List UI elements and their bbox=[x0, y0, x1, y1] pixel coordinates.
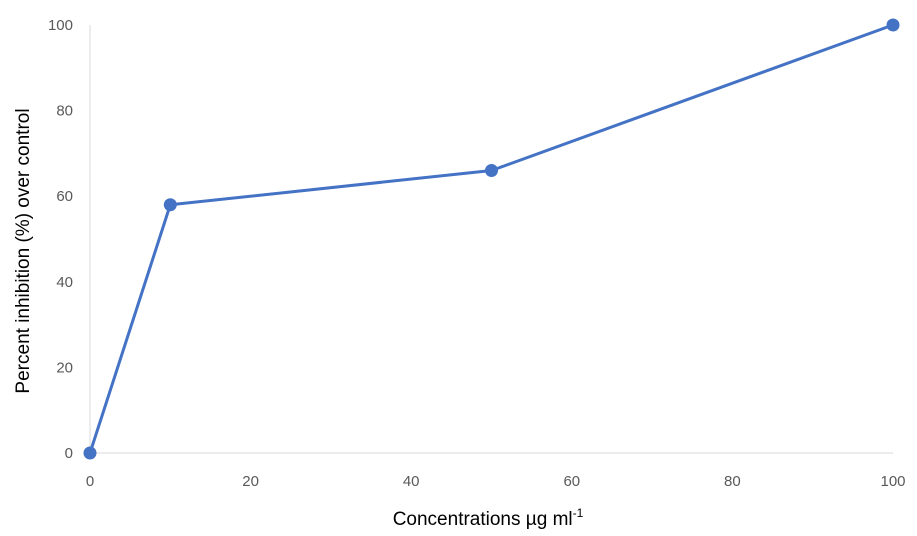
x-tick-label: 20 bbox=[242, 473, 259, 490]
x-tick-label: 60 bbox=[563, 473, 580, 490]
x-axis-title: Concentrations µg ml-1 bbox=[393, 506, 584, 530]
x-tick-label: 40 bbox=[403, 473, 420, 490]
x-tick-label: 0 bbox=[86, 473, 94, 490]
data-points bbox=[83, 18, 900, 460]
data-point bbox=[163, 198, 177, 212]
x-axis-title-text: Concentrations µg ml bbox=[393, 509, 573, 530]
y-tick-label: 0 bbox=[65, 445, 73, 462]
x-tick-label: 100 bbox=[880, 473, 905, 490]
y-tick-label: 40 bbox=[56, 274, 73, 291]
y-tick-label: 100 bbox=[48, 17, 73, 34]
y-axis-title: Percent inhibition (%) over control bbox=[13, 108, 34, 393]
y-tick-label: 20 bbox=[56, 359, 73, 376]
y-tick-label: 60 bbox=[56, 188, 73, 205]
axes bbox=[89, 25, 893, 454]
series-line bbox=[88, 23, 895, 455]
y-tick-label: 80 bbox=[56, 103, 73, 120]
series-polyline bbox=[88, 23, 895, 455]
x-tick-label: 80 bbox=[724, 473, 741, 490]
data-point bbox=[83, 446, 97, 460]
x-axis-title-superscript: -1 bbox=[573, 506, 584, 520]
tick-labels: 0 20 40 60 80 100 0 20 40 60 80 100 bbox=[48, 17, 906, 490]
data-point bbox=[886, 18, 900, 32]
data-point bbox=[485, 164, 498, 178]
